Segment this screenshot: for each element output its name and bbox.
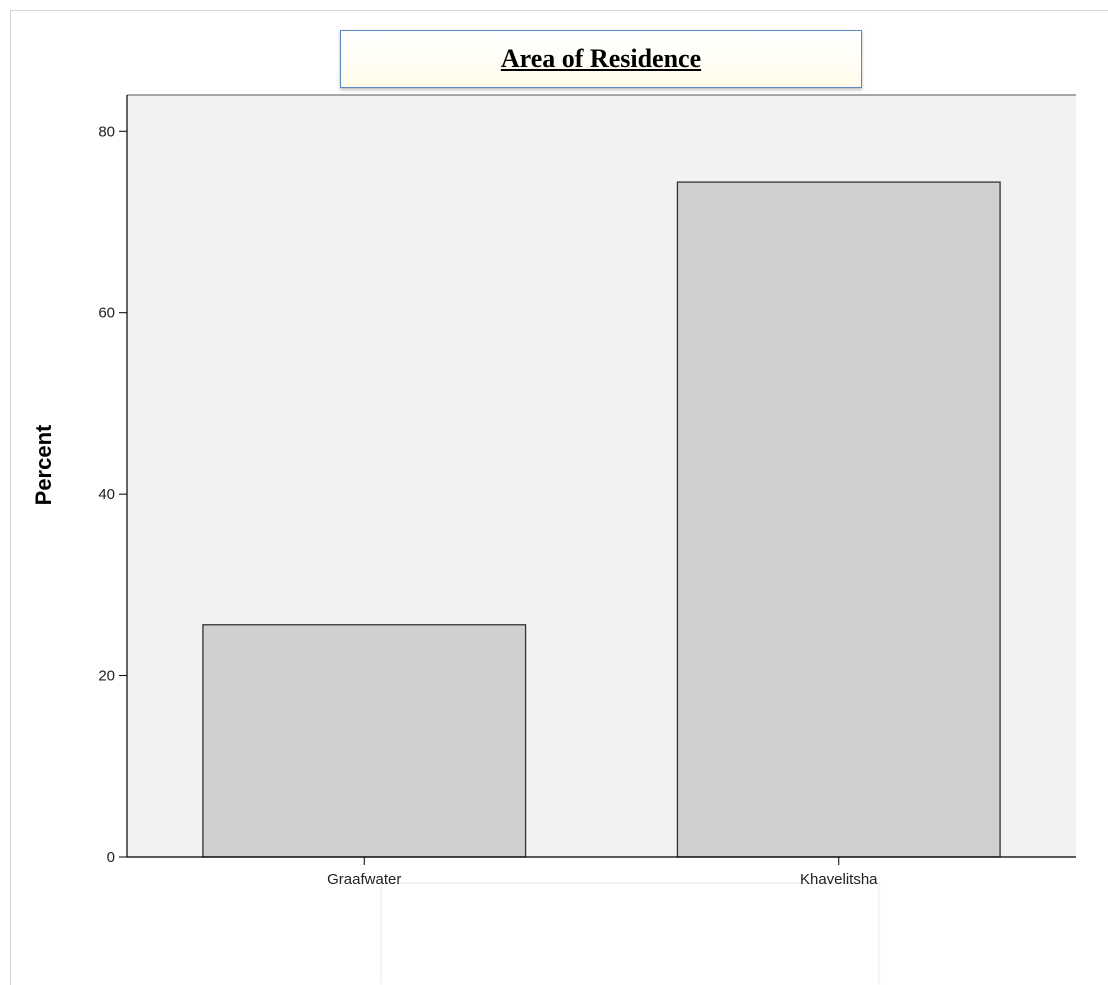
axes-group: 0 20 40 60 80 Graafwater Khayelitsha — [98, 94, 1076, 888]
chart-frame — [10, 10, 1108, 985]
bottom-panel — [382, 884, 878, 985]
y-tick-label-60: 60 — [98, 305, 115, 322]
bar-graafwater — [202, 624, 527, 858]
y-tick-label-80: 80 — [98, 123, 115, 140]
chart-title-box: Area of Residence — [340, 30, 862, 88]
y-tick-label-20: 20 — [98, 668, 115, 685]
y-tick-label-0: 0 — [107, 849, 115, 866]
y-axis-label: Percent — [31, 424, 56, 506]
bar-khayelitsha — [676, 181, 1001, 858]
y-tick-label-40: 40 — [98, 486, 115, 503]
chart-title: Area of Residence — [500, 44, 702, 73]
bars-group — [202, 181, 1001, 858]
x-tick-label-graafwater: Graafwater — [327, 871, 401, 888]
x-tick-label-khayelitsha: Khayelitsha — [800, 871, 878, 888]
